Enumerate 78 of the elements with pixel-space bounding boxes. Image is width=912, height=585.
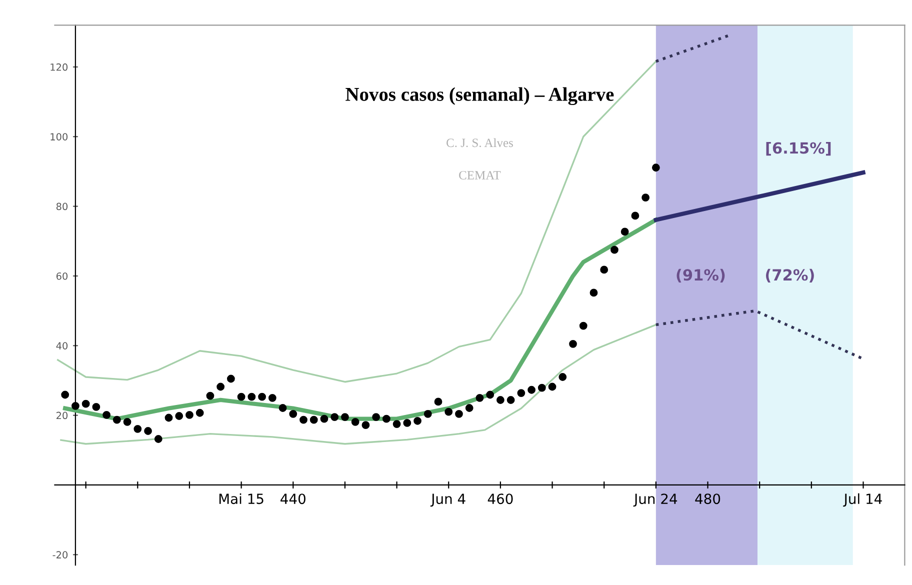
point	[631, 212, 640, 220]
annotation: CEMAT	[459, 171, 501, 180]
y-tick-label: 80	[56, 202, 68, 210]
point	[465, 404, 474, 412]
point	[320, 414, 328, 423]
y-tick-label: 20	[56, 412, 68, 420]
point	[392, 420, 401, 428]
point	[123, 418, 132, 426]
point	[237, 392, 246, 401]
annotation: C. J. S. Alves	[446, 138, 513, 148]
point	[362, 421, 370, 430]
point	[226, 374, 235, 383]
point	[517, 389, 526, 397]
point	[579, 322, 588, 330]
point	[258, 392, 266, 401]
point	[330, 413, 339, 422]
point	[455, 410, 463, 418]
point	[268, 394, 276, 402]
x-tick-label: Jun 4	[430, 494, 466, 507]
text: Novos casos (semanal) – Algarve	[346, 87, 614, 106]
point	[164, 414, 173, 422]
x-tick-label: 440	[280, 494, 306, 504]
point	[382, 414, 390, 423]
y-tick-label: 60	[56, 272, 68, 280]
point	[372, 413, 380, 422]
point	[496, 396, 504, 404]
point	[92, 403, 100, 411]
x-tick-label: Jul 14	[843, 493, 882, 507]
point	[248, 392, 256, 401]
point	[61, 390, 70, 399]
point	[538, 384, 546, 392]
point	[528, 386, 536, 394]
point	[610, 246, 618, 254]
point	[341, 413, 349, 422]
y-tick-label: 100	[50, 133, 68, 140]
point	[486, 390, 494, 399]
y-tick-label: -20	[52, 551, 68, 558]
point	[590, 288, 598, 297]
point	[216, 382, 225, 391]
point	[558, 373, 567, 381]
x-tick-label: 460	[488, 494, 513, 504]
point	[154, 435, 162, 443]
point	[424, 410, 432, 418]
point	[548, 382, 556, 391]
point	[351, 418, 360, 426]
point	[144, 427, 152, 435]
point	[82, 400, 90, 408]
point	[134, 424, 142, 433]
point	[403, 419, 412, 427]
point	[278, 404, 287, 412]
x-tick-label: Mai 15	[219, 493, 264, 504]
point	[476, 394, 484, 402]
point	[310, 416, 318, 424]
point	[300, 416, 308, 424]
point	[569, 340, 577, 348]
point	[112, 416, 121, 424]
point	[642, 194, 650, 202]
point	[434, 398, 442, 406]
x-tick-label: Jun 24	[633, 494, 678, 507]
point	[652, 164, 660, 172]
point	[506, 396, 515, 404]
annotation: [6.15%]	[766, 142, 831, 156]
x-tick-label: 480	[695, 494, 720, 504]
y-tick-label: 40	[56, 342, 68, 350]
point	[620, 228, 629, 236]
point	[600, 266, 608, 274]
point	[289, 410, 298, 418]
point	[175, 412, 184, 420]
point	[196, 408, 204, 417]
point	[72, 402, 80, 410]
point	[444, 408, 453, 416]
point	[414, 416, 422, 425]
point	[102, 411, 110, 419]
y-tick-label: 120	[50, 63, 68, 71]
annotation: (91%)	[676, 268, 725, 282]
point	[206, 392, 214, 400]
annotation: (72%)	[766, 268, 814, 282]
point	[186, 411, 194, 419]
